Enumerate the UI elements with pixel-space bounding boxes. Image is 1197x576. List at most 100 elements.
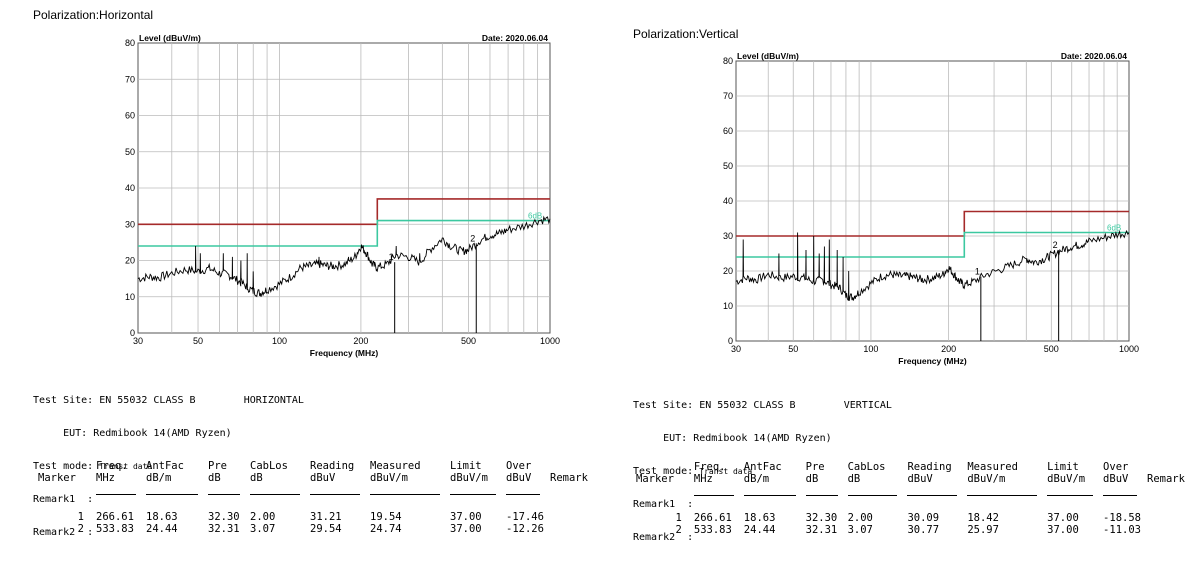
table-cell: 24.44 xyxy=(743,524,776,536)
y-tick-label: 20 xyxy=(125,256,135,266)
table-cell: 32.31 xyxy=(208,523,240,535)
column-header-unit: dBuV/m xyxy=(1047,473,1086,485)
column-header-title: Marker xyxy=(38,471,76,484)
x-axis-label: Frequency (MHz) xyxy=(310,348,379,358)
x-tick-label: 100 xyxy=(863,344,878,354)
x-tick-label: 500 xyxy=(1044,344,1059,354)
y-tick-label: 70 xyxy=(125,74,135,84)
y-tick-label: 40 xyxy=(125,183,135,193)
column-header: Remark xyxy=(550,460,600,495)
table-cell: 18.63 xyxy=(146,511,178,523)
margin-line-label: 6dB xyxy=(1107,224,1121,233)
limit-line xyxy=(138,198,550,226)
column-header-title: Limit xyxy=(450,460,482,472)
remark2-label: Remark2 : xyxy=(33,527,94,538)
table-cell: -18.58 xyxy=(1103,512,1141,524)
table-cell xyxy=(550,523,600,535)
table-cell: -12.26 xyxy=(506,523,544,535)
x-tick-label: 100 xyxy=(272,336,287,346)
column-header: Marker xyxy=(38,460,96,495)
column-header: Reading dBuV xyxy=(907,461,967,496)
table-spacer xyxy=(636,496,1197,512)
column-header-title: Remark xyxy=(1147,472,1185,485)
y-tick-label: 0 xyxy=(728,336,733,346)
y-tick-label: 80 xyxy=(125,38,135,48)
column-underline xyxy=(1103,495,1137,496)
marker-label: 2 xyxy=(1053,240,1058,250)
column-header-title: Limit xyxy=(1047,461,1079,473)
x-tick-label: 200 xyxy=(353,336,368,346)
y-tick-label: 30 xyxy=(723,231,733,241)
column-header-title: Reading xyxy=(310,460,355,472)
test-info-horizontal: Test Site: EN 55032 CLASS B HORIZONTAL E… xyxy=(33,373,304,549)
column-header: Freq. MHz xyxy=(96,460,146,495)
marker-label: 2 xyxy=(470,233,475,243)
remark1-label: Remark1 : xyxy=(633,499,694,510)
x-tick-label: 200 xyxy=(941,344,956,354)
y-tick-label: 60 xyxy=(125,111,135,121)
margin-line-label: 6dB xyxy=(528,212,542,221)
table-cell: -11.03 xyxy=(1103,524,1141,536)
column-header: Measured dBuV/m xyxy=(370,460,450,495)
table-cell: 24.74 xyxy=(370,523,402,535)
column-header-title: Marker xyxy=(636,472,674,485)
column-header-unit: dBuV xyxy=(907,473,933,485)
limit-line xyxy=(736,210,1129,237)
marker-label: 1 xyxy=(975,267,980,277)
column-header-title: Measured xyxy=(967,461,1018,473)
table-cell: 533.83 xyxy=(693,524,732,536)
table-cell xyxy=(550,511,600,523)
column-header-unit: dB xyxy=(208,472,221,484)
column-header: AntFac dB/m xyxy=(146,460,208,495)
table-cell: 18.63 xyxy=(743,512,776,524)
test-mode-label: Test mode: xyxy=(633,466,694,477)
y-tick-label: 50 xyxy=(125,147,135,157)
column-header-title: Over xyxy=(1103,461,1129,473)
y-tick-label: 80 xyxy=(723,56,733,66)
test-site-line: Test Site: EN 55032 CLASS B xyxy=(33,395,196,406)
column-underline xyxy=(96,494,136,495)
column-header-unit: dBuV/m xyxy=(370,472,408,484)
column-header-unit: MHz xyxy=(96,472,115,484)
table-cell: 32.31 xyxy=(805,524,838,536)
y-tick-label: 20 xyxy=(723,266,733,276)
column-header-title: AntFac xyxy=(146,460,184,472)
x-tick-label: 500 xyxy=(461,336,476,346)
column-header-title: Pre xyxy=(805,461,825,473)
table-cell: 266.61 xyxy=(693,512,732,524)
column-underline xyxy=(250,494,300,495)
table-cell: 2.00 xyxy=(250,511,276,523)
table-cell: 37.00 xyxy=(450,523,482,535)
table-cell: 32.30 xyxy=(208,511,240,523)
test-mode-value: Transt data xyxy=(99,462,153,471)
table-cell: 2 xyxy=(675,524,682,536)
emission-chart-vertical: 0 10 20 30 40 50 60 70 80 30 50 100 200 500 1000 Level … xyxy=(723,51,1139,366)
test-site-polarization: HORIZONTAL xyxy=(243,395,304,406)
eut-line: EUT: Redmibook 14(AMD Ryzen) xyxy=(663,433,832,444)
column-header: Remark xyxy=(1147,461,1197,496)
column-header-title: AntFac xyxy=(743,461,782,473)
table-cell: 37.00 xyxy=(450,511,482,523)
marker-table-vertical: Marker Freq. MHz AntFac dB/m Pre dB CabLos dB Rea… xyxy=(636,461,1197,536)
table-cell: 30.77 xyxy=(907,524,940,536)
column-header-unit: dBuV/m xyxy=(967,473,1006,485)
table-cell: 29.54 xyxy=(310,523,342,535)
column-header-title: Reading xyxy=(907,461,952,473)
column-underline xyxy=(1047,495,1094,496)
column-underline xyxy=(208,494,240,495)
column-header-unit: MHz xyxy=(693,473,713,485)
column-header: CabLos dB xyxy=(847,461,908,496)
y-tick-label: 0 xyxy=(130,328,135,338)
column-underline xyxy=(743,495,796,496)
y-tick-label: 10 xyxy=(125,292,135,302)
test-mode-value: Transt data xyxy=(699,467,753,476)
column-header-title: Pre xyxy=(208,460,227,472)
emission-trace xyxy=(137,215,551,298)
margin-line xyxy=(736,231,1129,258)
x-tick-label: 1000 xyxy=(540,336,560,346)
eut-line: EUT: Redmibook 14(AMD Ryzen) xyxy=(63,428,232,439)
table-cell: 25.97 xyxy=(967,524,999,536)
x-tick-label: 50 xyxy=(193,336,203,346)
column-header-unit: dB xyxy=(847,473,861,485)
emission-chart-horizontal: 0 10 20 30 40 50 60 70 80 30 50 100 200 500 1000 Level … xyxy=(125,33,560,358)
